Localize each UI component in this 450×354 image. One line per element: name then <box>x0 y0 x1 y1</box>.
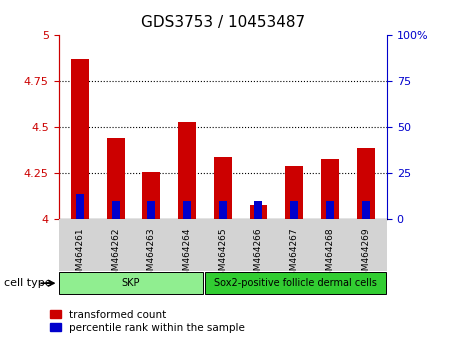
Bar <box>178 122 196 219</box>
Bar <box>285 166 303 219</box>
Bar <box>147 201 155 219</box>
Text: GSM464262: GSM464262 <box>111 227 120 282</box>
Bar <box>219 201 227 219</box>
Text: GSM464263: GSM464263 <box>147 227 156 282</box>
Text: GSM464261: GSM464261 <box>76 227 85 282</box>
Bar <box>183 201 191 219</box>
Bar <box>290 201 298 219</box>
Bar <box>250 205 267 219</box>
Text: cell type: cell type <box>4 278 52 288</box>
Text: GSM464267: GSM464267 <box>290 227 299 282</box>
Bar <box>361 201 369 219</box>
Bar <box>326 201 334 219</box>
Legend: transformed count, percentile rank within the sample: transformed count, percentile rank withi… <box>50 310 245 333</box>
Bar <box>204 272 386 295</box>
Text: GSM464265: GSM464265 <box>218 227 227 282</box>
Text: Sox2-positive follicle dermal cells: Sox2-positive follicle dermal cells <box>214 278 377 288</box>
Bar <box>107 138 125 219</box>
Bar <box>71 59 89 219</box>
Title: GDS3753 / 10453487: GDS3753 / 10453487 <box>141 15 305 30</box>
Text: GSM464268: GSM464268 <box>325 227 334 282</box>
Bar <box>76 194 84 219</box>
Bar <box>58 272 203 295</box>
Text: GSM464266: GSM464266 <box>254 227 263 282</box>
Text: GSM464264: GSM464264 <box>183 227 192 282</box>
Bar <box>254 201 262 219</box>
Bar <box>214 157 232 219</box>
Bar <box>321 159 339 219</box>
Text: SKP: SKP <box>122 278 140 288</box>
Text: GSM464269: GSM464269 <box>361 227 370 282</box>
Bar <box>142 172 160 219</box>
Bar <box>112 201 120 219</box>
Bar <box>357 148 374 219</box>
